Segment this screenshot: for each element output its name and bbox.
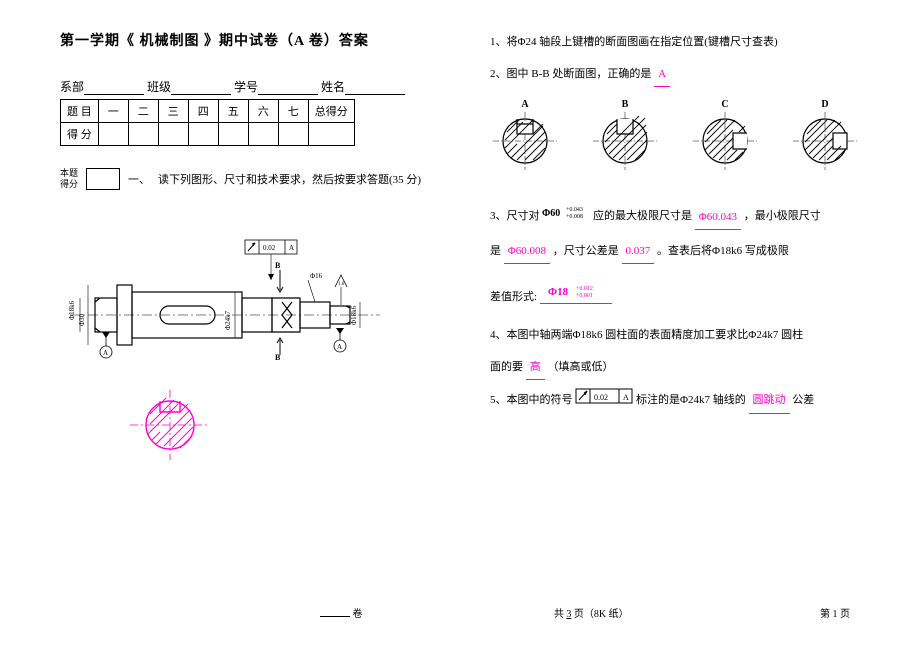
r-q3-a: 3、尺寸对 xyxy=(490,211,540,223)
score-box xyxy=(86,168,120,190)
dim-mid: Φ24k7 xyxy=(224,310,232,330)
svg-text:Φ60: Φ60 xyxy=(542,208,560,219)
footer-pages: 3 xyxy=(566,609,571,620)
view-d: D xyxy=(790,99,860,173)
hdr-4: 四 xyxy=(188,100,218,123)
question-1-row: 本题 得分 一、 读下列图形、尺寸和技术要求，然后按要求答题(35 分) xyxy=(60,168,440,190)
q1-text: 读下列图形、尺寸和技术要求，然后按要求答题(35 分) xyxy=(158,171,421,187)
r-q3-b: 应的最大极限尺寸是 xyxy=(593,211,692,223)
r-q3-g: 差值形式: xyxy=(490,291,537,303)
r-q3-line1: 3、尺寸对 Φ60 +0.043 +0.008 应的最大极限尺寸是 Φ60.04… xyxy=(490,203,880,230)
r-q5: 5、本图中的符号 0.02 A 标注的是Φ24k7 轴线的 圆跳动 公差 xyxy=(490,388,880,413)
dept-label: 系部 xyxy=(60,78,84,95)
r-q3-c: ，最小极限尺寸 xyxy=(744,211,821,223)
footer-right: 第 1 页 xyxy=(820,605,850,620)
r-q2-text: 2、图中 B-B 处断面图，正确的是 xyxy=(490,68,651,80)
r-q3-e: ，尺寸公差是 xyxy=(553,245,619,257)
sid-blank xyxy=(258,81,318,95)
page-footer: 卷 共 3 页（8K 纸） 第 1 页 xyxy=(0,605,920,620)
q1-prefix: 一、 xyxy=(128,171,150,187)
svg-text:Φ18: Φ18 xyxy=(548,286,569,298)
view-c-label: C xyxy=(690,99,760,110)
row-label: 得 分 xyxy=(61,123,99,146)
shaft-drawing: Φ18k6 Φ30 Φ24k7 Φ18k6 Φ16 0.02 xyxy=(60,220,440,380)
pink-section-answer xyxy=(130,390,440,463)
runout-value: 0.02 xyxy=(263,244,276,252)
hdr-0: 题 目 xyxy=(61,100,99,123)
tolerance-dimension: Φ60 +0.043 +0.008 xyxy=(542,203,590,230)
footer-mid-b: 页（8K 纸） xyxy=(574,609,629,620)
name-label: 姓名 xyxy=(321,78,345,95)
r-q5-a: 5、本图中的符号 xyxy=(490,394,573,406)
svg-text:A: A xyxy=(623,393,629,402)
class-label: 班级 xyxy=(147,78,171,95)
hdr-2: 二 xyxy=(128,100,158,123)
view-c: C xyxy=(690,99,760,173)
dim-left-2: Φ30 xyxy=(78,313,86,326)
view-b: B xyxy=(590,99,660,173)
score-table: 题 目 一 二 三 四 五 六 七 总得分 得 分 xyxy=(60,99,355,146)
r-q5-c: 公差 xyxy=(792,394,814,406)
r-q3-ans2: Φ60.008 xyxy=(504,239,550,264)
svg-text:+0.043: +0.043 xyxy=(566,207,583,213)
view-d-label: D xyxy=(790,99,860,110)
student-info-line: 系部 班级 学号 姓名 xyxy=(60,78,440,95)
r-q3-f: 。查表后将Φ18k6 写成极限 xyxy=(657,245,789,257)
datum-a-right: A xyxy=(337,343,342,351)
view-a-label: A xyxy=(490,99,560,110)
r-q3-ans4: Φ18 +0.012 +0.001 xyxy=(540,291,612,304)
view-a: A xyxy=(490,99,560,173)
r-q3-ans1: Φ60.043 xyxy=(695,205,741,230)
r-q5-b: 标注的是Φ24k7 轴线的 xyxy=(636,394,746,406)
exam-title: 第一学期《 机械制图 》期中试卷（A 卷）答案 xyxy=(60,30,440,50)
view-b-label: B xyxy=(590,99,660,110)
box-label-2: 得分 xyxy=(60,179,78,190)
r-q3-line2: 是 Φ60.008 ，尺寸公差是 0.037 。查表后将Φ18k6 写成极限 xyxy=(490,239,880,264)
r-q5-ans: 圆跳动 xyxy=(749,388,790,413)
runout-datum: A xyxy=(289,244,294,252)
svg-text:0.02: 0.02 xyxy=(594,393,608,402)
sid-label: 学号 xyxy=(234,78,258,95)
section-views: A B xyxy=(490,99,880,173)
svg-text:+0.008: +0.008 xyxy=(566,214,583,220)
r-q4-c: （填高或低） xyxy=(548,361,614,373)
hdr-7: 七 xyxy=(278,100,308,123)
r-q3-ans3: 0.037 xyxy=(622,239,655,264)
svg-text:+0.001: +0.001 xyxy=(576,293,593,299)
section-b-top: B xyxy=(275,261,281,270)
r-q2-answer: A xyxy=(654,62,670,87)
score-value-row: 得 分 xyxy=(61,123,355,146)
hdr-5: 五 xyxy=(218,100,248,123)
footer-left: 卷 xyxy=(353,609,363,620)
hdr-6: 六 xyxy=(248,100,278,123)
r-q2: 2、图中 B-B 处断面图，正确的是 A xyxy=(490,62,880,87)
svg-text:+0.012: +0.012 xyxy=(576,286,593,292)
r-q4-b: 面的要 xyxy=(490,361,523,373)
hdr-1: 一 xyxy=(98,100,128,123)
footer-mid-a: 共 xyxy=(554,609,564,620)
r-q4-line2: 面的要 高 （填高或低） xyxy=(490,355,880,380)
class-blank xyxy=(171,81,231,95)
hdr-8: 总得分 xyxy=(308,100,354,123)
datum-a-left: A xyxy=(103,349,108,357)
runout-symbol-inline: 0.02 A xyxy=(575,388,633,413)
dim-right-1: Φ18k6 xyxy=(350,305,358,325)
r-q3-d: 是 xyxy=(490,245,501,257)
svg-text:1.6: 1.6 xyxy=(338,282,345,287)
dept-blank xyxy=(84,81,144,95)
dim-phi16: Φ16 xyxy=(310,272,323,280)
r-q3-line3: 差值形式: Φ18 +0.012 +0.001 xyxy=(490,282,880,309)
r-q1: 1、将Φ24 轴段上键槽的断面图画在指定位置(键槽尺寸查表) xyxy=(490,30,880,54)
hdr-3: 三 xyxy=(158,100,188,123)
dim-left-1: Φ18k6 xyxy=(68,300,76,320)
box-label-1: 本题 xyxy=(60,168,78,179)
r-q4-ans: 高 xyxy=(526,355,545,380)
r-q4-line1: 4、本图中轴两端Φ18k6 圆柱面的表面精度加工要求比Φ24k7 圆柱 xyxy=(490,323,880,347)
score-header-row: 题 目 一 二 三 四 五 六 七 总得分 xyxy=(61,100,355,123)
name-blank xyxy=(345,81,405,95)
